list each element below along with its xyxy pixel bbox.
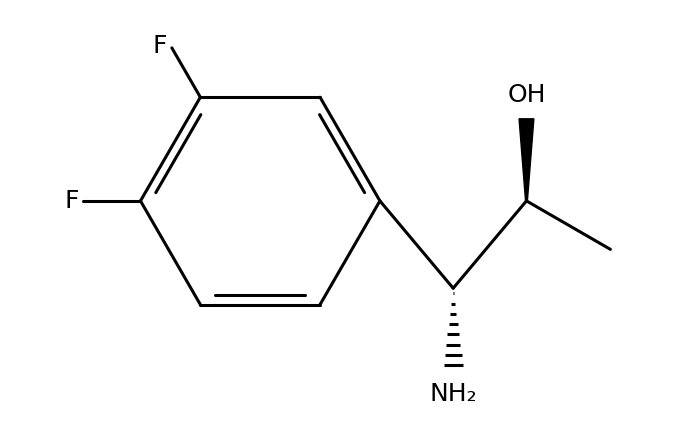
Polygon shape [519,119,534,201]
Text: OH: OH [507,83,546,107]
Text: NH₂: NH₂ [429,382,477,406]
Text: F: F [65,189,79,213]
Text: F: F [153,34,167,58]
